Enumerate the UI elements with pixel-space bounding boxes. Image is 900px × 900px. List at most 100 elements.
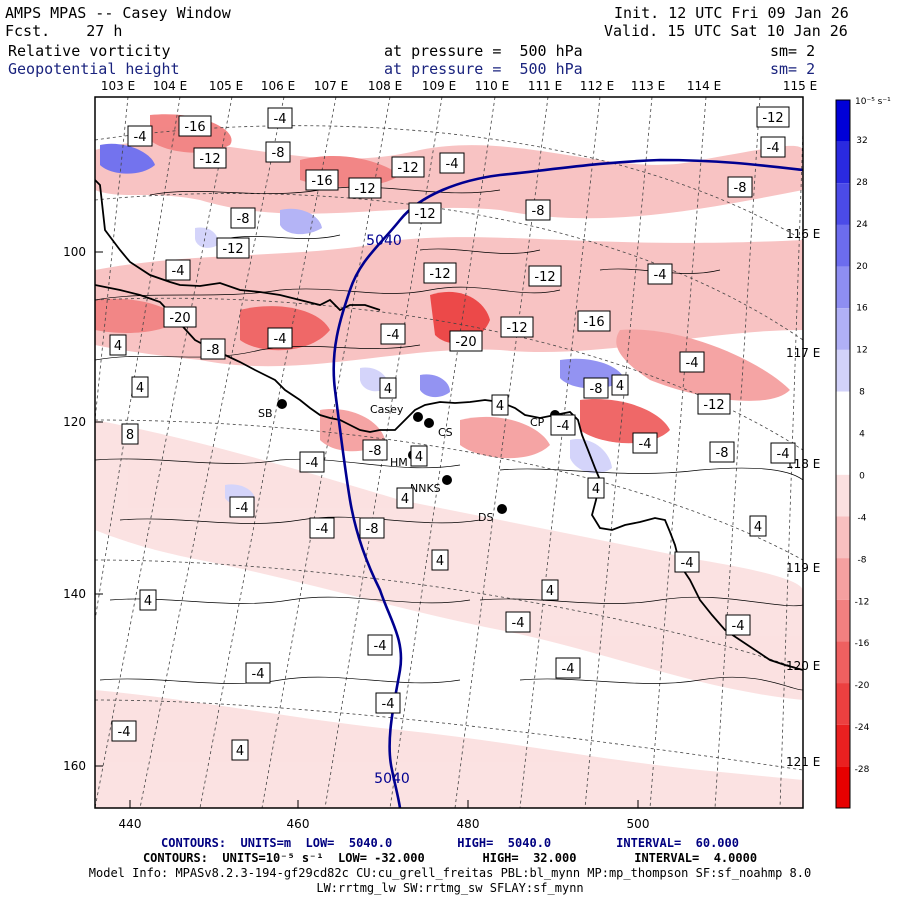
vorticity-label: -20: [455, 335, 476, 350]
x-tick-label: 500: [627, 817, 650, 831]
vorticity-label: -4: [557, 419, 570, 434]
colorbar-label: -24: [855, 723, 870, 733]
vorticity-label: -12: [429, 267, 450, 282]
lon-label-top: 114 E: [687, 79, 721, 93]
colorbar-label: -28: [855, 765, 870, 775]
vorticity-label-box: [500, 316, 534, 338]
vorticity-label: -8: [366, 522, 379, 537]
station-label: SB: [258, 407, 273, 420]
vorticity-label: -4: [686, 356, 699, 371]
colorbar-segment: [836, 224, 850, 267]
colorbar-segment: [836, 349, 850, 392]
vorticity-label: -8: [207, 343, 220, 358]
vorticity-label-box: [555, 657, 581, 679]
y-tick-label: 160: [63, 759, 86, 773]
vorticity-label-box: [231, 739, 249, 761]
vorticity-label-box: [408, 202, 442, 224]
vorticity-label-box: [267, 327, 293, 349]
vorticity-label: -4: [316, 522, 329, 537]
forecast-hour: Fcst. 27 h: [5, 22, 123, 40]
lon-label-top: 105 E: [209, 79, 243, 93]
colorbar-label: 24: [856, 220, 868, 230]
vorticity-label: -12: [222, 242, 243, 257]
colorbar-segment: [836, 599, 850, 642]
station-label: DS: [478, 511, 493, 524]
vorticity-label: 4: [236, 744, 244, 759]
lon-label-top: 103 E: [101, 79, 135, 93]
station-label: CS: [438, 426, 453, 439]
vorticity-label: -8: [369, 444, 382, 459]
vorticity-label: -8: [272, 146, 285, 161]
lon-label-top: 109 E: [422, 79, 456, 93]
vorticity-label-box: [541, 579, 559, 601]
colorbar-unit: 10⁻⁵ s⁻¹: [855, 97, 891, 107]
vorticity-label: -4: [274, 112, 287, 127]
colorbar-label: 8: [859, 388, 865, 398]
vorticity-label-box: [647, 263, 673, 285]
vorticity-label: -4: [252, 667, 265, 682]
vorticity-label: -4: [767, 141, 780, 156]
vorticity-label-box: [265, 141, 291, 163]
lon-label-top: 104 E: [153, 79, 187, 93]
lon-label-right: 116 E: [786, 227, 820, 241]
vorticity-label-box: [163, 306, 197, 328]
product-title: AMPS MPAS -- Casey Window: [5, 4, 231, 22]
vorticity-label-box: [528, 265, 562, 287]
lon-label-top: 110 E: [475, 79, 509, 93]
vorticity-label-box: [367, 634, 393, 656]
field2-smoothing: sm= 2: [770, 60, 816, 78]
station-label: Casey: [370, 403, 404, 416]
x-tick-label: 460: [287, 817, 310, 831]
station-label: CP: [530, 416, 545, 429]
field2-level: at pressure = 500 hPa: [384, 60, 583, 78]
field2-name: Geopotential height: [8, 60, 180, 78]
vorticity-label-box: [632, 432, 658, 454]
vorticity-label-box: [139, 589, 157, 611]
lon-label-top: 106 E: [261, 79, 295, 93]
vorticity-label: -4: [172, 264, 185, 279]
vorticity-label-box: [449, 330, 483, 352]
height-label: 5040: [374, 771, 410, 787]
vorticity-label: -4: [777, 447, 790, 462]
colorbar-label: 16: [856, 304, 868, 314]
colorbar-segment: [836, 474, 850, 517]
lon-label-top: 113 E: [631, 79, 665, 93]
lon-label-right: 121 E: [786, 755, 820, 769]
vorticity-label-box: [587, 477, 605, 499]
vorticity-label: -12: [703, 398, 724, 413]
vorticity-label: 4: [144, 594, 152, 609]
vorticity-label: -4: [654, 268, 667, 283]
vorticity-label-box: [165, 259, 191, 281]
vorticity-label: -8: [532, 204, 545, 219]
vorticity-label-box: [423, 262, 457, 284]
lon-label-top: 115 E: [783, 79, 817, 93]
model-info: Model Info: MPASv8.2.3-194-gf29cd82c CU:…: [88, 866, 812, 880]
colorbar-label: 32: [856, 136, 867, 146]
vorticity-label: -12: [199, 152, 220, 167]
vorticity-label: -8: [590, 382, 603, 397]
vorticity-label: -4: [732, 619, 745, 634]
colorbar-segment: [836, 558, 850, 600]
colorbar-segment: [836, 516, 850, 559]
contours-vorticity-info: CONTOURS: UNITS=10⁻⁵ s⁻¹ LOW= -32.000 HI…: [142, 851, 758, 865]
lon-label-top: 108 E: [368, 79, 402, 93]
vorticity-label: -4: [387, 328, 400, 343]
vorticity-label: -12: [354, 182, 375, 197]
vorticity-label-box: [505, 611, 531, 633]
colorbar-label: 0: [859, 471, 865, 481]
vorticity-label: -4: [374, 639, 387, 654]
y-tick-label: 140: [63, 587, 86, 601]
vorticity-label-box: [709, 441, 735, 463]
vorticity-label: -12: [506, 321, 527, 336]
vorticity-label: -4: [639, 437, 652, 452]
vorticity-label: -20: [169, 311, 190, 326]
station-label: NNKS: [410, 482, 441, 495]
vorticity-label: -4: [306, 456, 319, 471]
colorbar-segment: [836, 141, 850, 184]
vorticity-label-box: [178, 115, 212, 137]
colorbar-label: 4: [859, 430, 865, 440]
vorticity-label: -4: [512, 616, 525, 631]
vorticity-label: -4: [274, 332, 287, 347]
vorticity-label-box: [525, 199, 551, 221]
vorticity-label-box: [491, 394, 509, 416]
